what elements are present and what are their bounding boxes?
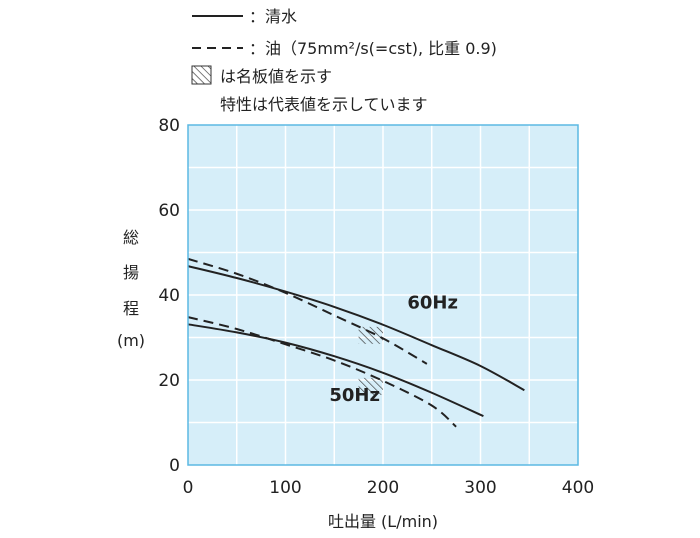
y-tick-label: 0 xyxy=(169,456,180,476)
curve-annotations: 60Hz 50Hz xyxy=(329,293,458,406)
curve-60hz-dashed xyxy=(187,257,428,365)
y-axis-ticks: 0 20 40 60 80 xyxy=(158,116,180,476)
x-tick-label: 300 xyxy=(464,478,496,498)
legend-solid-label: ：清水 xyxy=(249,7,297,26)
y-tick-label: 60 xyxy=(158,201,180,221)
rated-point-areas xyxy=(358,326,383,395)
curve-50hz-dashed xyxy=(187,316,457,428)
y-axis-label-char: 総 xyxy=(123,228,139,247)
x-axis-ticks: 0 100 200 300 400 xyxy=(183,478,595,498)
curve-50hz-solid xyxy=(187,323,484,418)
x-tick-label: 200 xyxy=(367,478,399,498)
performance-curves xyxy=(187,257,525,428)
x-tick-label: 0 xyxy=(183,478,194,498)
annotation-60hz: 60Hz xyxy=(407,293,458,314)
legend-dashed-label: ：油（75mm²/s(=cst), 比重 0.9) xyxy=(249,39,497,58)
legend-note: 特性は代表値を示しています xyxy=(220,95,428,114)
legend-hatch-swatch xyxy=(191,65,212,85)
y-tick-label: 80 xyxy=(158,116,180,136)
x-tick-label: 400 xyxy=(562,478,594,498)
y-axis-label: 総揚程 (m) xyxy=(117,228,145,350)
plot-area: 60Hz 50Hz xyxy=(187,124,579,466)
y-axis-label-char: 程 xyxy=(123,299,139,318)
rated-area-50hz xyxy=(358,377,383,395)
y-axis-label-char: (m) xyxy=(117,331,145,350)
plot-frame xyxy=(187,124,579,466)
annotation-50hz: 50Hz xyxy=(329,385,380,406)
x-tick-label: 100 xyxy=(269,478,301,498)
y-tick-label: 40 xyxy=(158,286,180,306)
y-axis-label-char: 揚 xyxy=(123,263,139,282)
curve-60hz-solid xyxy=(187,265,525,392)
y-tick-label: 20 xyxy=(158,371,180,391)
rated-area-60hz xyxy=(358,326,383,344)
x-axis-label: 吐出量 (L/min) xyxy=(328,512,438,531)
legend-hatch-label: は名板値を示す xyxy=(220,67,332,86)
legend: ：清水 ：油（75mm²/s(=cst), 比重 0.9) は名板値を示す 特性… xyxy=(191,7,497,114)
